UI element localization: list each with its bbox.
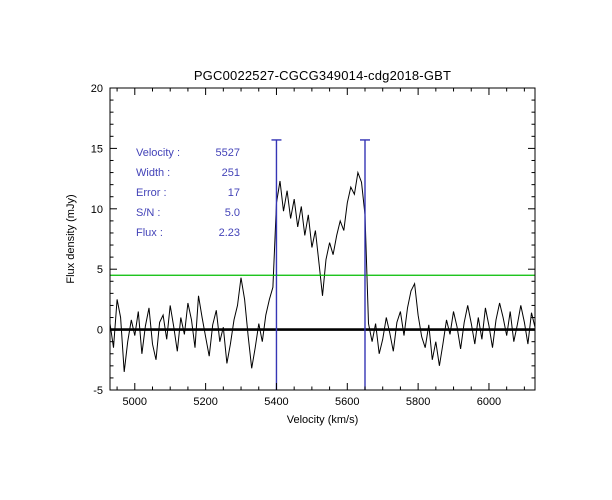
y-tick-label: 10 [91,204,103,216]
annotation-row-error: Error : 17 [136,183,240,203]
annotation-block: Velocity : 5527 Width : 251 Error : 17 S… [136,143,240,243]
y-tick-label: 20 [91,83,103,95]
annotation-row-sn: S/N : 5.0 [136,203,240,223]
plot-frame [109,87,536,391]
y-tick-label: 15 [91,143,103,155]
x-tick-label: 5800 [406,396,430,408]
annotation-row-flux: Flux : 2.23 [136,223,240,243]
plot-title: PGC0022527-CGCG349014-cdg2018-GBT [193,68,452,83]
x-tick-label: 5000 [123,396,147,408]
x-axis-label: Velocity (km/s) [287,414,359,426]
x-tick-label: 5200 [193,396,217,408]
annotation-label: Width : [136,167,171,179]
y-axis-label: Flux density (mJy) [65,194,77,283]
spectrum-line [109,170,536,372]
annotation-label: S/N : [136,207,161,219]
y-tick-label: 5 [97,264,103,276]
x-tick-label: 5400 [264,396,288,408]
annotation-row-width: Width : 251 [136,163,240,183]
annotation-label: Error : [136,187,167,199]
annotation-row-velocity: Velocity : 5527 [136,143,240,163]
annotation-value: 5527 [215,147,240,159]
annotation-label: Flux : [136,227,163,239]
annotation-value: 17 [227,187,240,199]
y-tick-label: 0 [97,325,103,337]
annotation-label: Velocity : [136,147,181,159]
x-tick-label: 6000 [477,396,501,408]
x-tick-label: 5600 [335,396,359,408]
y-tick-label: -5 [93,385,103,397]
annotation-value: 2.23 [218,227,240,239]
annotation-value: 5.0 [224,207,240,219]
annotation-value: 251 [221,167,240,179]
